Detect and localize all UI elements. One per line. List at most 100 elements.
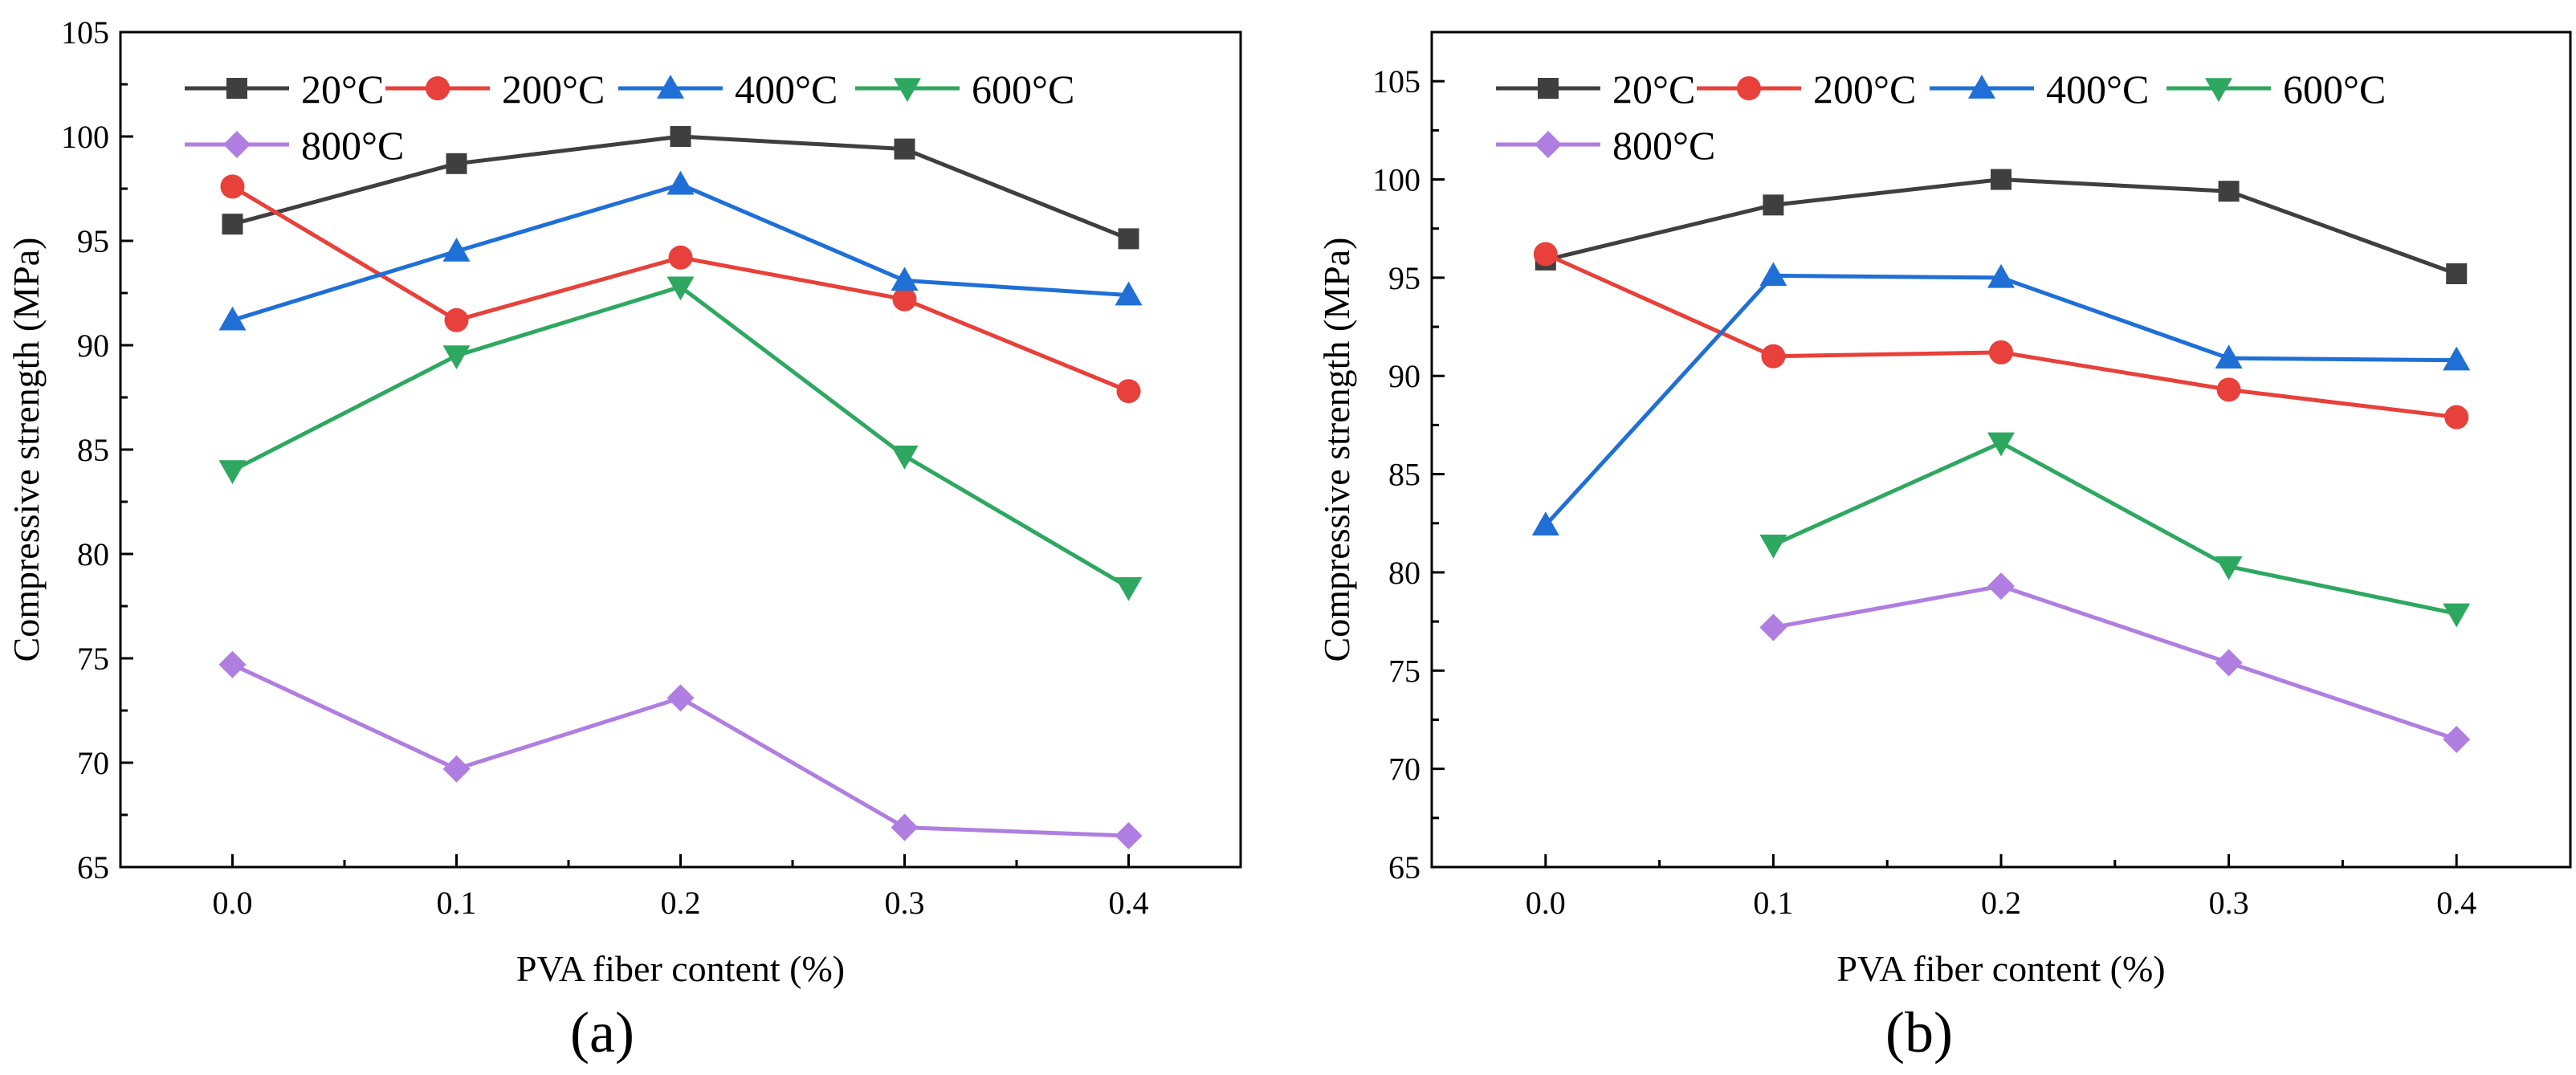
series-line [1772, 440, 2457, 616]
data-point [2443, 725, 2471, 753]
data-point [218, 650, 247, 678]
y-tick-label: 70 [1388, 751, 1420, 788]
legend-label: 600°C [2283, 67, 2386, 112]
x-tick-label: 0.3 [2209, 885, 2249, 921]
data-point [2446, 263, 2468, 284]
data-point [444, 307, 469, 332]
legend: 20°C 200°C 400°C 600°C 800°C [185, 67, 1074, 168]
series-3 [218, 276, 1143, 601]
data-point [442, 238, 471, 262]
series-4 [218, 650, 1143, 849]
series-line [231, 284, 1130, 589]
data-point [2216, 377, 2241, 402]
data-point [666, 276, 695, 301]
legend-item: 200°C [385, 67, 605, 112]
panel-label: (b) [1885, 1000, 1953, 1065]
legend-marker [1968, 75, 1995, 99]
data-point [2443, 603, 2471, 628]
legend-marker [894, 78, 921, 102]
legend-marker [657, 75, 684, 99]
legend-marker [426, 76, 450, 100]
legend-marker [2205, 78, 2232, 102]
data-point [1533, 242, 1558, 267]
data-point [220, 174, 245, 199]
x-tick-label: 0.4 [1109, 885, 1149, 921]
legend-marker [1535, 131, 1562, 158]
legend-item: 600°C [855, 67, 1074, 112]
data-point [894, 138, 915, 160]
data-point [442, 345, 471, 369]
data-point [222, 214, 243, 235]
data-point [1991, 169, 2011, 190]
data-point [442, 755, 471, 783]
series-0 [222, 126, 1139, 250]
series-2 [1531, 262, 2471, 535]
data-point [218, 460, 247, 484]
x-tick-label: 0.2 [661, 885, 701, 921]
x-tick-label: 0.4 [2436, 885, 2476, 921]
legend-item: 600°C [2166, 67, 2386, 112]
data-point [666, 684, 695, 712]
y-tick-label: 95 [1388, 260, 1420, 296]
legend-item: 20°C [1496, 67, 1695, 112]
panel-label: (a) [570, 1000, 634, 1065]
data-point [1115, 281, 1143, 306]
x-axis-title: PVA fiber content (%) [516, 948, 845, 989]
y-tick-label: 80 [1388, 555, 1420, 591]
chart-a: 65 70 75 80 85 90 95 100 105 0.0 0.1 0.2 0.3 0.4 PVA f… [6, 14, 1242, 1065]
series-line [1772, 584, 2457, 742]
y-tick-label: 85 [77, 432, 109, 468]
data-point [892, 287, 917, 312]
data-point [2444, 405, 2469, 430]
data-point [668, 245, 693, 270]
legend-item: 400°C [618, 67, 838, 112]
y-tick-label: 95 [77, 223, 109, 259]
data-point [1987, 572, 2015, 601]
legend-label: 400°C [735, 67, 838, 112]
data-point [1989, 340, 2013, 364]
data-point [1118, 228, 1139, 250]
legend-label: 200°C [502, 67, 605, 112]
series-2 [218, 170, 1143, 331]
data-point [2215, 649, 2243, 677]
y-tick-label: 75 [77, 641, 109, 677]
chart-b: 65 70 75 80 85 90 95 100 105 0.0 0.1 0.2 0.3 0.4 PVA f… [1316, 31, 2572, 1065]
y-axis-title: Compressive strength (MPa) [6, 238, 47, 662]
y-tick-label: 100 [61, 119, 109, 155]
x-tick-label: 0.3 [885, 885, 925, 921]
y-axis-title: Compressive strength (MPa) [1316, 238, 1357, 662]
data-point [891, 446, 919, 470]
x-axis-title: PVA fiber content (%) [1836, 948, 2165, 989]
data-point [1116, 379, 1141, 404]
legend-item: 800°C [185, 123, 404, 168]
y-tick-label: 80 [77, 536, 109, 572]
data-point [218, 306, 247, 331]
data-point [1115, 822, 1143, 849]
y-tick-label: 65 [1388, 849, 1420, 886]
data-point [2443, 346, 2471, 371]
x-tick-label: 0.1 [1753, 885, 1793, 921]
series-1 [1533, 242, 2469, 430]
legend-item: 200°C [1697, 67, 1916, 112]
legend-label: 200°C [1813, 67, 1916, 112]
x-tick-label: 0.0 [213, 885, 253, 921]
data-point [2215, 556, 2243, 580]
data-point [1987, 263, 2015, 288]
data-point [1115, 576, 1143, 601]
legend-marker [226, 78, 247, 99]
y-tick-label: 75 [1388, 653, 1420, 689]
data-point [446, 153, 467, 174]
legend: 20°C 200°C 400°C 600°C 800°C [1496, 67, 2386, 168]
data-point [1531, 511, 1559, 535]
data-point [1761, 344, 1786, 369]
data-point [891, 267, 919, 291]
y-tick-label: 100 [1372, 162, 1420, 198]
y-tick-label: 90 [77, 328, 109, 364]
y-tick-label: 70 [77, 745, 109, 781]
x-tick-label: 0.1 [437, 885, 477, 921]
legend-marker [1737, 76, 1761, 100]
data-point [891, 813, 919, 841]
legend-label: 800°C [1612, 123, 1715, 168]
legend-label: 20°C [1612, 67, 1695, 112]
